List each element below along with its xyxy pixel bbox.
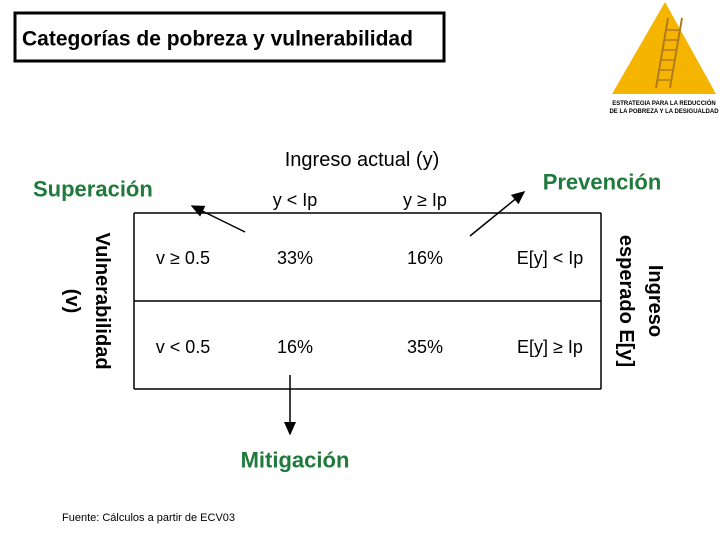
logo-text: DE LA POBREZA Y LA DESIGUALDAD — [609, 109, 719, 115]
column-label: y ≥ Ip — [403, 190, 447, 210]
row-label: v ≥ 0.5 — [156, 248, 210, 268]
cell-value: 16% — [277, 337, 313, 357]
prevencion-label: Prevención — [543, 170, 662, 195]
superacion-label: Superación — [33, 177, 153, 202]
table-lines — [133, 212, 602, 390]
title: Categorías de pobreza y vulnerabilidad — [22, 28, 413, 51]
footer: Fuente: Cálculos a partir de ECV03 — [62, 512, 235, 524]
cell-value: 16% — [407, 248, 443, 268]
column-label: y < Ip — [273, 190, 318, 210]
column-header: Ingreso actual (y) — [285, 149, 440, 171]
arrow — [469, 191, 526, 237]
expected-label: E[y] ≥ Ip — [517, 337, 583, 357]
logo: ESTRATEGIA PARA LA REDUCCIÓN DE LA POBRE… — [609, 2, 719, 115]
right-header: esperado E[y] — [615, 235, 637, 367]
right-header: Ingreso — [644, 265, 666, 337]
cell-value: 35% — [407, 337, 443, 357]
row-label: v < 0.5 — [156, 337, 211, 357]
title-box — [13, 11, 446, 63]
arrow — [190, 205, 246, 233]
expected-label: E[y] < Ip — [517, 248, 584, 268]
mitigacion-label: Mitigación — [241, 448, 350, 473]
row-header: Vulnerabilidad — [91, 232, 113, 369]
row-header: (v) — [61, 289, 83, 313]
logo-text: ESTRATEGIA PARA LA REDUCCIÓN — [612, 99, 715, 107]
cell-value: 33% — [277, 248, 313, 268]
